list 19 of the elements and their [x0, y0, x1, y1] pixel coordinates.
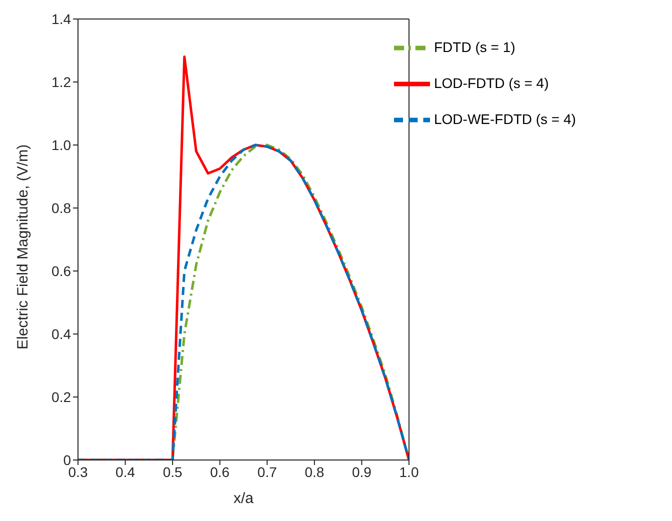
legend-label: LOD-WE-FDTD (s = 4) [434, 111, 576, 128]
x-tick-label: 0.8 [304, 464, 324, 480]
y-tick-label: 1.4 [52, 10, 72, 27]
y-tick-label: 0.2 [52, 388, 72, 405]
x-tick-label: 1.0 [399, 464, 419, 480]
y-tick-label: 1.2 [52, 74, 72, 90]
x-tick-label: 0.9 [352, 464, 372, 480]
x-axis-title: x/a [233, 490, 254, 507]
x-tick-label: 0.7 [257, 464, 278, 480]
y-axis-title: Electric Field Magnitude, (V/m) [14, 144, 32, 350]
y-tick-label: 0.6 [52, 262, 72, 279]
legend-label: FDTD (s = 1) [434, 39, 516, 56]
y-tick-label: 0.4 [52, 326, 72, 342]
x-tick-label: 0.4 [116, 464, 136, 480]
y-tick-label: 1.0 [52, 136, 72, 153]
x-tick-label: 0.6 [210, 464, 230, 480]
y-tick-label: 0.8 [52, 200, 72, 216]
legend-label: LOD-FDTD (s = 4) [434, 75, 549, 92]
x-tick-label: 0.5 [162, 464, 183, 480]
